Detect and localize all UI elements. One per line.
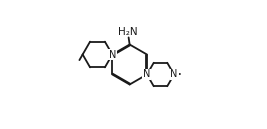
Text: N: N xyxy=(109,50,116,59)
Text: N: N xyxy=(170,70,178,79)
Text: N: N xyxy=(143,70,151,79)
Text: H₂N: H₂N xyxy=(118,27,138,37)
